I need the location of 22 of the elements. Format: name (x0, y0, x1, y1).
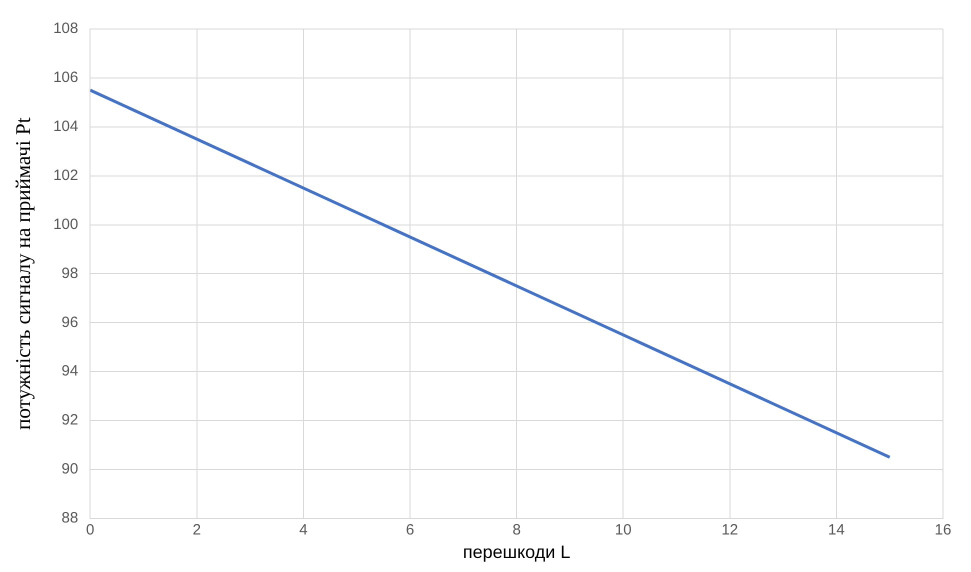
y-axis-title: потужність сигналу на приймачі Pt (11, 117, 36, 430)
y-tick-label: 90 (62, 460, 78, 478)
x-tick-label: 10 (614, 522, 632, 539)
y-tick-label: 94 (62, 362, 78, 380)
x-tick-label: 6 (406, 522, 414, 539)
x-tick-label: 14 (828, 522, 845, 539)
x-tick-label: 0 (86, 522, 94, 539)
x-tick-label: 12 (721, 522, 738, 539)
x-tick-label: 8 (512, 522, 521, 539)
x-tick-label: 16 (934, 522, 952, 539)
y-tick-label: 88 (62, 510, 78, 527)
y-tick-label: 104 (53, 118, 78, 136)
x-tick-label: 2 (192, 522, 201, 539)
y-tick-label: 96 (62, 314, 78, 331)
x-tick-label: 4 (299, 522, 308, 539)
y-tick-label: 92 (62, 412, 78, 429)
y-tick-label: 102 (53, 166, 78, 184)
y-tick-label: 100 (53, 216, 78, 233)
y-tick-label: 108 (53, 20, 78, 38)
y-tick-label: 98 (62, 264, 78, 282)
x-axis-title: перешкоди L (462, 542, 570, 562)
y-tick-label: 106 (53, 69, 78, 86)
